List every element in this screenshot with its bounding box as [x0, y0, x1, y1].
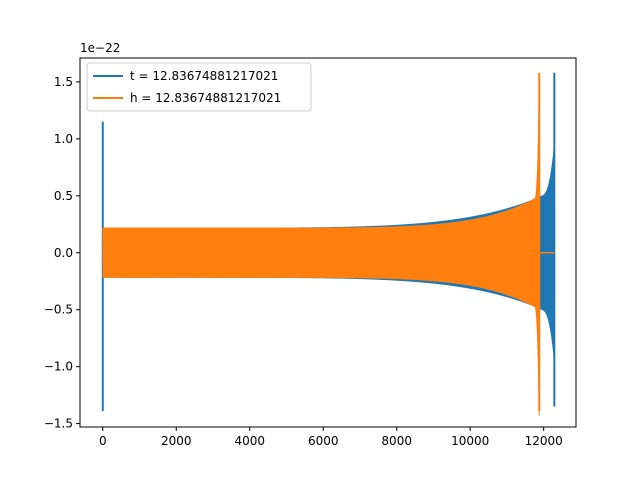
y-offset-label: 1e−22 [80, 41, 120, 55]
x-axis: 0 2000 4000 6000 8000 10000 12000 [99, 427, 563, 448]
y-tick-label: 0.5 [54, 189, 73, 203]
y-tick-label: −1.5 [44, 417, 73, 431]
x-tick-label: 6000 [308, 434, 339, 448]
y-axis: −1.5 −1.0 −0.5 0.0 0.5 1.0 1.5 [44, 75, 80, 431]
y-tick-label: 1.5 [54, 75, 73, 89]
series-layer [101, 72, 556, 416]
x-tick-label: 0 [99, 434, 107, 448]
series-h-line [102, 196, 539, 309]
x-tick-label: 2000 [161, 434, 192, 448]
y-tick-label: −0.5 [44, 303, 73, 317]
y-tick-label: 0.0 [54, 246, 73, 260]
x-tick-label: 4000 [234, 434, 265, 448]
legend-label-t: t = 12.83674881217021 [130, 69, 278, 83]
x-tick-label: 8000 [381, 434, 412, 448]
legend-label-h: h = 12.83674881217021 [130, 91, 281, 105]
plot-frame [79, 57, 577, 428]
series-h-chirp [532, 81, 540, 416]
y-tick-label: 1.0 [54, 132, 73, 146]
legend-box [86, 62, 312, 112]
series-t-merger-band [539, 144, 555, 360]
legend: t = 12.83674881217021 h = 12.83674881217… [86, 62, 312, 112]
x-tick-label: 12000 [525, 434, 563, 448]
x-tick-label: 10000 [451, 434, 489, 448]
y-tick-label: −1.0 [44, 360, 73, 374]
